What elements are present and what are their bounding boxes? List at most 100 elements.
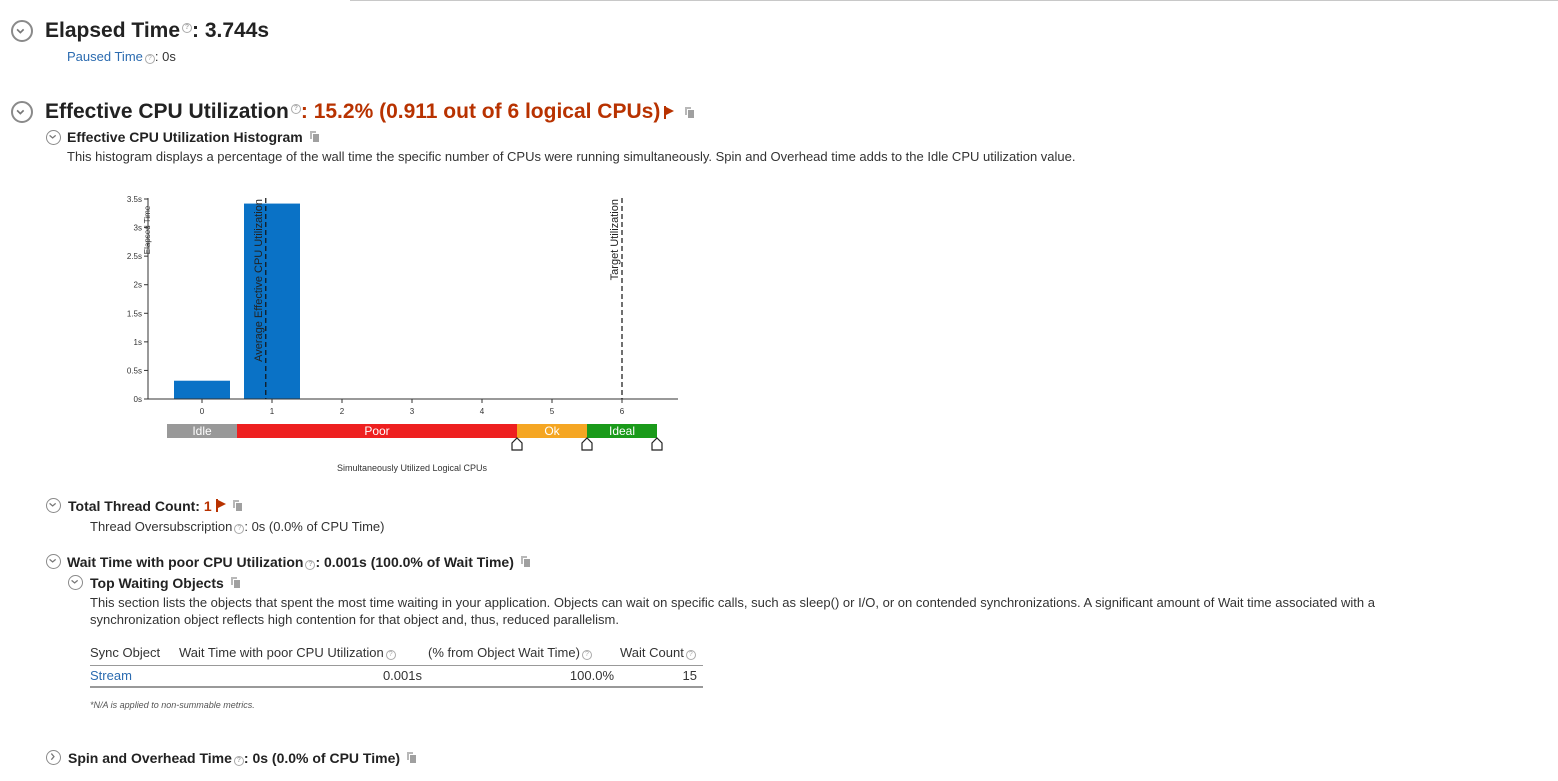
y-tick-label: 2s [134, 281, 142, 290]
band-label: Poor [364, 424, 389, 438]
spin-overhead-heading: Spin and Overhead Time?: 0s (0.0% of CPU… [68, 750, 418, 766]
wait-time-cell: 0.001s [382, 668, 422, 684]
copy-icon[interactable] [519, 555, 531, 568]
copy-icon[interactable] [308, 130, 320, 143]
expand-spin-toggle[interactable] [46, 750, 61, 765]
collapse-top-waiting-toggle[interactable] [68, 575, 83, 590]
spin-overhead-label: Spin and Overhead Time [68, 750, 232, 766]
copy-icon[interactable] [229, 576, 241, 589]
band-label: Ok [544, 424, 560, 438]
chevron-right-icon [50, 753, 55, 761]
x-tick-label: 0 [200, 407, 205, 416]
table-header-row: Sync Object Wait Time with poor CPU Util… [90, 643, 703, 665]
band-poor [237, 424, 517, 438]
y-axis-label: Elapsed Time [143, 205, 152, 254]
sync-object-link[interactable]: Stream [90, 668, 132, 684]
y-tick-label: 0s [134, 395, 142, 404]
x-tick-label: 3 [410, 407, 415, 416]
chevron-down-icon [49, 558, 57, 563]
x-tick-label: 1 [270, 407, 275, 416]
na-note: *N/A is applied to non-summable metrics. [90, 700, 255, 710]
oversubscription-row: Thread Oversubscription?: 0s (0.0% of CP… [90, 519, 385, 534]
col-wait-time[interactable]: Wait Time with poor CPU Utilization? [179, 643, 428, 665]
chevron-down-icon [71, 579, 79, 584]
elapsed-time-heading: Elapsed Time?: 3.744s [45, 19, 269, 43]
band-label: Ideal [609, 424, 635, 438]
histogram-bar-1[interactable] [244, 203, 300, 399]
pct-wait-cell: 100.0% [569, 668, 614, 684]
paused-time-label[interactable]: Paused Time [67, 49, 143, 64]
cpu-histogram-chart: 0s 0.5s 1s 1.5s 2s 2.5s 3s 3.5s 0 1 2 3 4 5 6 Average … [127, 195, 678, 473]
top-waiting-desc-line1: This section lists the objects that spen… [90, 595, 1375, 610]
col-wait-count[interactable]: Wait Count? [620, 643, 703, 665]
help-icon[interactable]: ? [385, 649, 396, 660]
collapse-elapsed-toggle[interactable] [11, 20, 33, 42]
col-sync-object[interactable]: Sync Object [90, 644, 161, 660]
copy-icon[interactable] [231, 499, 243, 512]
band-ok [517, 424, 587, 438]
marker-label: Average Effective CPU Utilization [253, 199, 265, 362]
collapse-cpu-toggle[interactable] [11, 101, 33, 123]
help-icon[interactable]: ? [144, 54, 155, 64]
histogram-title: Effective CPU Utilization Histogram [67, 129, 303, 145]
cpu-utilization-value: : 15.2% (0.911 out of 6 logical CPUs) [300, 100, 661, 123]
top-waiting-desc-line2: synchronization object reflects high con… [90, 612, 619, 627]
histogram-title-row: Effective CPU Utilization Histogram [67, 129, 320, 145]
oversubscription-value: : 0s (0.0% of CPU Time) [244, 519, 385, 534]
wait-time-label: Wait Time with poor CPU Utilization [67, 554, 304, 570]
x-tick-label: 4 [480, 407, 485, 416]
thread-count-heading: Total Thread Count: 1 [68, 498, 243, 514]
help-icon[interactable]: ? [234, 524, 245, 534]
y-tick-label: 3.5s [127, 195, 142, 204]
help-icon[interactable]: ? [305, 560, 316, 570]
paused-time-row: Paused Time?: 0s [67, 49, 176, 64]
help-icon[interactable]: ? [182, 23, 193, 33]
threshold-handle[interactable] [651, 437, 663, 451]
help-icon[interactable]: ? [581, 649, 592, 660]
y-tick-label: 1.5s [127, 309, 142, 318]
oversubscription-label: Thread Oversubscription [90, 519, 233, 534]
x-axis-label: Simultaneously Utilized Logical CPUs [337, 463, 488, 473]
help-icon[interactable]: ? [290, 104, 301, 114]
flag-icon [664, 106, 675, 119]
top-waiting-title-row: Top Waiting Objects [90, 575, 241, 591]
table-row[interactable]: Stream 0.001s 100.0% 15 [90, 665, 703, 687]
y-tick-label: 1s [134, 338, 142, 347]
wait-count-cell: 15 [682, 668, 697, 684]
col-pct-wait[interactable]: (% from Object Wait Time)? [428, 643, 620, 665]
top-waiting-objects-table: Sync Object Wait Time with poor CPU Util… [90, 643, 703, 688]
elapsed-time-label: Elapsed Time [45, 19, 181, 42]
chevron-down-icon [16, 109, 25, 115]
help-icon[interactable]: ? [233, 756, 244, 766]
marker-label: Target Utilization [609, 199, 621, 280]
collapse-histogram-toggle[interactable] [46, 130, 61, 145]
y-tick-label: 3s [134, 224, 142, 233]
collapse-wait-toggle[interactable] [46, 554, 61, 569]
x-tick-label: 2 [340, 407, 345, 416]
copy-icon[interactable] [406, 751, 418, 764]
flag-icon [215, 499, 226, 512]
wait-time-heading: Wait Time with poor CPU Utilization?: 0.… [67, 554, 531, 570]
y-tick-label: 2.5s [127, 252, 142, 261]
chevron-down-icon [49, 134, 57, 139]
elapsed-time-value: : 3.744s [192, 19, 270, 42]
histogram-bar-0[interactable] [174, 380, 230, 399]
collapse-threads-toggle[interactable] [46, 498, 61, 513]
y-tick-label: 0.5s [127, 366, 142, 375]
help-icon[interactable]: ? [685, 649, 696, 660]
paused-time-value: : 0s [154, 49, 176, 64]
thread-count-label: Total Thread Count: [68, 498, 200, 514]
top-waiting-title: Top Waiting Objects [90, 575, 224, 591]
cpu-utilization-label: Effective CPU Utilization [45, 100, 289, 123]
band-ideal [587, 424, 657, 438]
threshold-handle[interactable] [511, 437, 523, 451]
threshold-handle[interactable] [581, 437, 593, 451]
x-tick-label: 6 [620, 407, 625, 416]
band-idle [167, 424, 237, 438]
copy-icon[interactable] [684, 106, 696, 119]
thread-count-value: 1 [203, 498, 212, 514]
band-label: Idle [192, 424, 212, 438]
spin-overhead-value: : 0s (0.0% of CPU Time) [243, 750, 401, 766]
wait-time-value: : 0.001s (100.0% of Wait Time) [315, 554, 514, 570]
cpu-utilization-heading: Effective CPU Utilization?: 15.2% (0.911… [45, 100, 696, 124]
